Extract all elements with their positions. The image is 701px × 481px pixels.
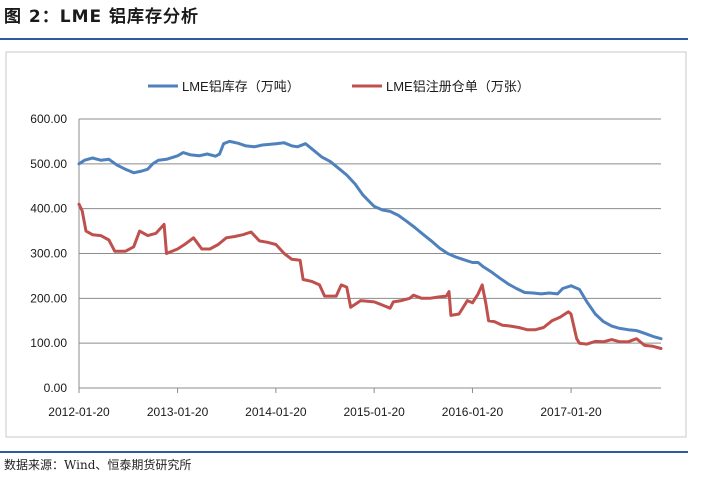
y-tick-label: 500.00 [30, 157, 67, 171]
x-tick-label: 2012-01-20 [48, 405, 110, 419]
chart-frame [5, 51, 687, 438]
legend-label-1: LME铝库存（万吨） [182, 79, 300, 94]
x-tick-label: 2016-01-20 [442, 405, 504, 419]
x-tick-label: 2015-01-20 [343, 405, 405, 419]
top-rule [0, 38, 688, 40]
x-axis: 2012-01-20 2013-01-20 2014-01-20 2015-01-20… [48, 119, 661, 419]
legend: LME铝库存（万吨） LME铝注册仓单（万张） [148, 79, 530, 94]
legend-label-2: LME铝注册仓单（万张） [386, 79, 530, 94]
y-tick-label: 100.00 [30, 336, 67, 350]
series-line-2 [77, 202, 663, 350]
y-tick-label: 600.00 [30, 112, 67, 126]
y-tick-label: 300.00 [30, 247, 67, 261]
y-axis-tick-labels: 0.00 100.00 200.00 300.00 400.00 500.00 600.00 [30, 112, 67, 395]
gridlines [79, 118, 661, 344]
y-tick-label: 200.00 [30, 291, 67, 305]
y-tick-label: 0.00 [44, 381, 68, 395]
series-lines [77, 139, 663, 350]
series-line-1 [77, 139, 663, 341]
y-tick-label: 400.00 [30, 202, 67, 216]
x-tick-label: 2014-01-20 [245, 405, 307, 419]
source-note: 数据来源：Wind、恒泰期货研究所 [4, 458, 192, 472]
x-tick-label: 2017-01-20 [540, 405, 602, 419]
figure-title: 图 2：LME 铝库存分析 [4, 7, 200, 27]
x-tick-label: 2013-01-20 [147, 405, 209, 419]
bottom-rule [0, 451, 688, 453]
